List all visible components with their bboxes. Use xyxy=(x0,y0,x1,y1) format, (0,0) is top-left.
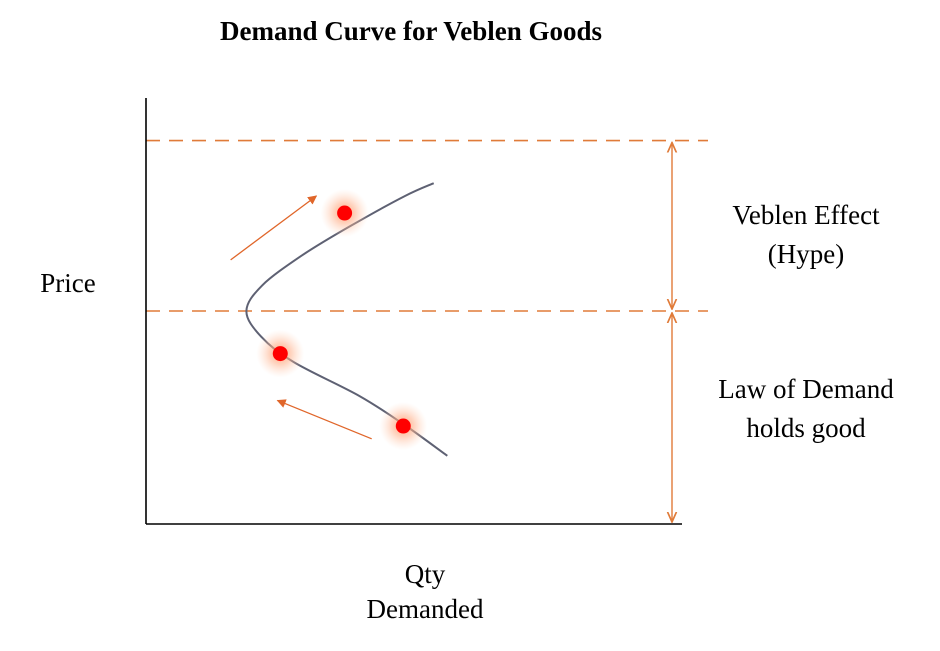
x-axis-label-line2: Demanded xyxy=(367,594,484,624)
movement-arrow-0 xyxy=(276,399,372,440)
reference-lines xyxy=(146,139,708,312)
law-of-demand-sublabel: holds good xyxy=(746,413,866,443)
chart-title: Demand Curve for Veblen Goods xyxy=(220,16,602,46)
highlight-point-1 xyxy=(256,329,305,378)
veblen-effect-sublabel: (Hype) xyxy=(768,239,844,269)
highlighted-points xyxy=(256,189,428,451)
highlight-point-0 xyxy=(379,402,428,451)
x-axis-label-line1: Qty xyxy=(405,559,446,589)
y-axis-label: Price xyxy=(40,268,95,298)
point-dot xyxy=(272,346,288,362)
movement-arrows xyxy=(230,195,372,440)
movement-arrow-1 xyxy=(230,195,318,261)
point-dot xyxy=(395,418,411,434)
point-dot xyxy=(337,205,353,221)
highlight-point-2 xyxy=(320,189,369,238)
veblen-effect-label: Veblen Effect xyxy=(732,200,880,230)
law-of-demand-label: Law of Demand xyxy=(718,374,894,404)
